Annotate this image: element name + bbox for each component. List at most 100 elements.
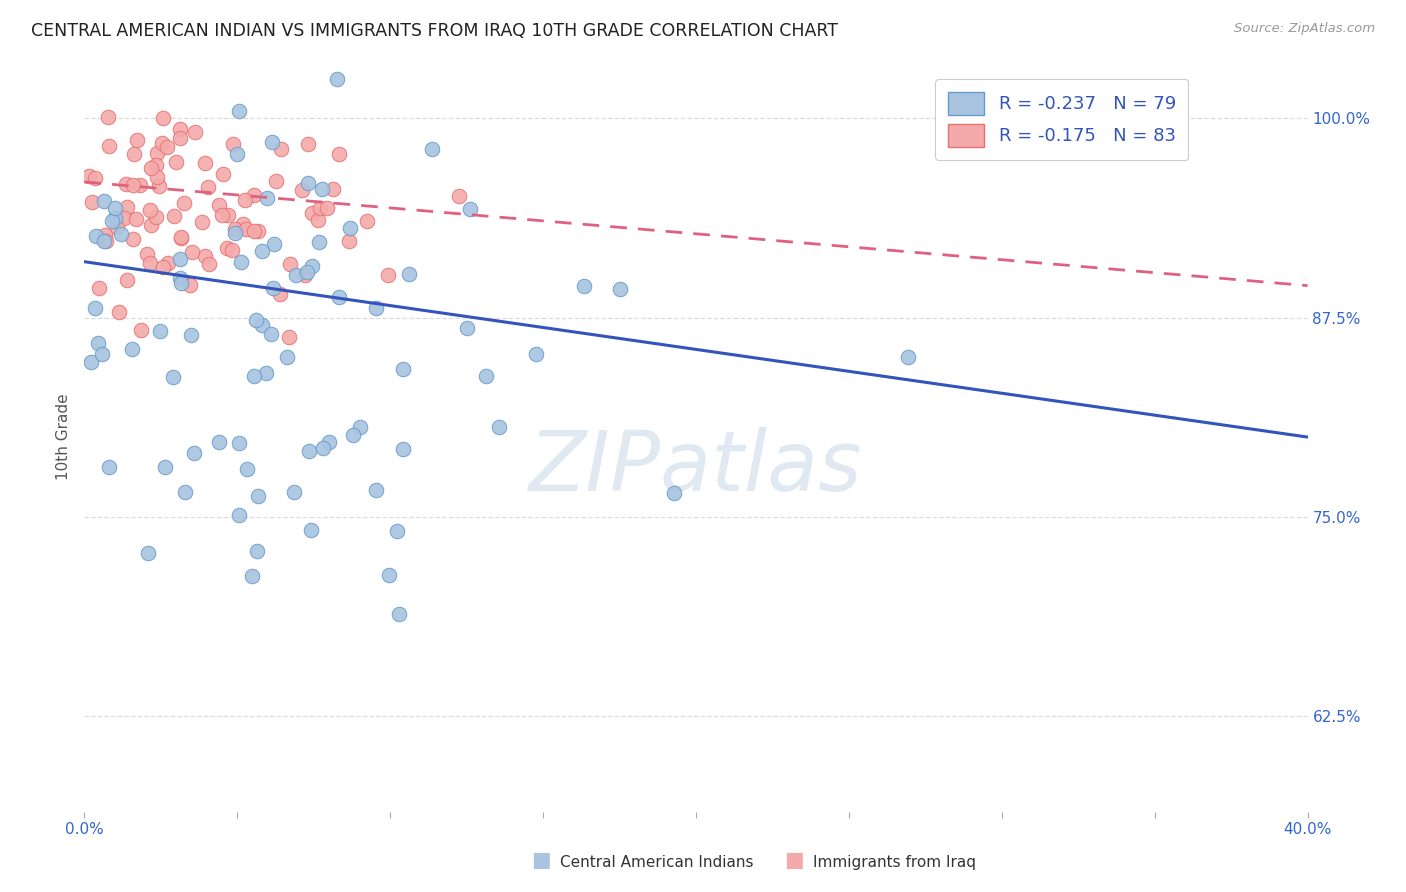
Point xyxy=(198,257,221,271)
Text: Central American Indians: Central American Indians xyxy=(560,855,754,870)
Point xyxy=(170,231,193,245)
Point xyxy=(89,281,111,295)
Point xyxy=(104,201,127,215)
Point xyxy=(141,218,163,232)
Point xyxy=(342,427,364,442)
Point xyxy=(263,237,285,252)
Point xyxy=(308,235,330,249)
Point xyxy=(897,350,920,364)
Point xyxy=(250,244,273,259)
Point xyxy=(83,171,105,186)
Point xyxy=(322,182,344,196)
Point xyxy=(225,147,247,161)
Point xyxy=(80,354,103,368)
Point xyxy=(328,146,350,161)
Point xyxy=(169,122,191,136)
Point xyxy=(129,323,152,337)
Point xyxy=(152,260,174,274)
Point xyxy=(298,443,321,458)
Point xyxy=(270,142,292,156)
Text: ■: ■ xyxy=(531,850,551,870)
Point xyxy=(169,271,191,285)
Point xyxy=(243,224,266,238)
Point xyxy=(260,327,283,342)
Point xyxy=(312,442,335,456)
Point xyxy=(236,462,259,476)
Point xyxy=(146,169,169,184)
Point xyxy=(297,176,319,190)
Point xyxy=(135,247,157,261)
Point xyxy=(173,196,195,211)
Point xyxy=(169,130,191,145)
Point xyxy=(165,155,187,169)
Point xyxy=(105,219,128,234)
Point xyxy=(139,202,162,217)
Point xyxy=(148,178,170,193)
Point xyxy=(146,145,169,160)
Point xyxy=(156,256,179,270)
Point xyxy=(294,268,316,282)
Point xyxy=(328,289,350,303)
Point xyxy=(170,276,193,290)
Point xyxy=(94,228,117,243)
Point xyxy=(291,183,314,197)
Point xyxy=(456,321,478,335)
Text: ZIPatlas: ZIPatlas xyxy=(529,426,863,508)
Point xyxy=(212,167,235,181)
Point xyxy=(229,255,252,269)
Point xyxy=(97,139,120,153)
Point xyxy=(136,546,159,560)
Point xyxy=(387,607,409,621)
Point xyxy=(278,257,301,271)
Point xyxy=(366,483,388,497)
Point xyxy=(297,136,319,151)
Point xyxy=(299,523,322,537)
Point xyxy=(337,234,360,248)
Point xyxy=(108,305,131,319)
Point xyxy=(262,281,284,295)
Point xyxy=(297,265,319,279)
Point xyxy=(149,325,172,339)
Point xyxy=(228,436,250,450)
Point xyxy=(228,508,250,522)
Point xyxy=(122,232,145,246)
Point xyxy=(262,136,284,150)
Point xyxy=(392,442,415,457)
Point xyxy=(101,214,124,228)
Point xyxy=(392,362,415,376)
Point xyxy=(145,210,167,224)
Point xyxy=(183,445,205,459)
Point xyxy=(122,178,145,193)
Point xyxy=(233,193,256,207)
Point xyxy=(77,169,100,183)
Point xyxy=(96,234,118,248)
Point xyxy=(98,460,121,475)
Point xyxy=(364,301,387,315)
Point xyxy=(224,227,246,241)
Point xyxy=(240,569,263,583)
Point xyxy=(243,188,266,202)
Point xyxy=(139,161,162,176)
Point xyxy=(301,206,323,220)
Point xyxy=(184,125,207,139)
Point xyxy=(246,489,269,503)
Point xyxy=(283,484,305,499)
Point xyxy=(311,181,333,195)
Point xyxy=(139,255,162,269)
Point xyxy=(174,484,197,499)
Point xyxy=(112,211,135,226)
Point xyxy=(127,133,149,147)
Point xyxy=(349,420,371,434)
Point xyxy=(524,347,547,361)
Point xyxy=(250,318,273,332)
Point xyxy=(93,194,115,208)
Point xyxy=(104,211,127,225)
Point xyxy=(84,229,107,244)
Point xyxy=(208,198,231,212)
Point xyxy=(242,368,264,383)
Point xyxy=(121,342,143,356)
Point xyxy=(460,202,482,217)
Point xyxy=(222,136,245,151)
Point xyxy=(339,221,361,235)
Point xyxy=(87,335,110,350)
